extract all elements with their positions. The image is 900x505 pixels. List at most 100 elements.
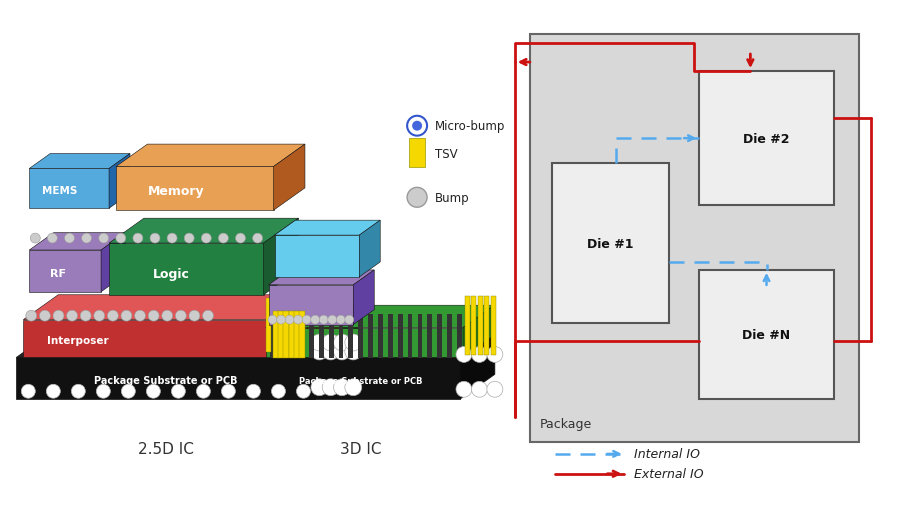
Bar — [358, 314, 363, 359]
Polygon shape — [266, 328, 463, 358]
Bar — [289, 311, 294, 359]
Circle shape — [247, 384, 260, 398]
Circle shape — [310, 334, 328, 351]
Bar — [437, 314, 442, 359]
Circle shape — [310, 379, 328, 396]
Text: MEMS: MEMS — [42, 186, 77, 196]
Polygon shape — [359, 221, 380, 277]
Circle shape — [296, 384, 310, 398]
Bar — [484, 296, 490, 356]
Bar — [273, 311, 278, 359]
Circle shape — [472, 347, 488, 363]
Bar — [294, 311, 300, 359]
Bar — [278, 311, 284, 359]
Bar — [408, 314, 412, 359]
Text: Package: Package — [540, 417, 592, 430]
Circle shape — [176, 311, 186, 322]
Circle shape — [162, 311, 173, 322]
Circle shape — [345, 379, 362, 396]
Circle shape — [322, 343, 339, 360]
Text: Interposer: Interposer — [48, 336, 109, 346]
Bar — [289, 314, 294, 359]
Circle shape — [40, 311, 50, 322]
Bar — [699, 270, 833, 399]
Bar — [319, 314, 324, 359]
Polygon shape — [23, 320, 308, 358]
Polygon shape — [109, 243, 264, 295]
Circle shape — [276, 316, 285, 324]
Circle shape — [133, 234, 143, 243]
Circle shape — [302, 316, 311, 324]
Circle shape — [22, 384, 35, 398]
Bar — [418, 314, 422, 359]
Circle shape — [150, 234, 160, 243]
Bar — [283, 298, 288, 353]
Polygon shape — [30, 250, 101, 292]
Bar — [378, 314, 382, 359]
Bar — [300, 311, 305, 359]
Circle shape — [456, 382, 472, 397]
Bar — [292, 298, 297, 353]
Circle shape — [407, 188, 428, 208]
Bar — [410, 138, 425, 168]
Circle shape — [456, 347, 472, 363]
Polygon shape — [460, 333, 495, 399]
Circle shape — [236, 234, 246, 243]
Circle shape — [107, 311, 118, 322]
Circle shape — [293, 316, 302, 324]
Polygon shape — [109, 219, 299, 243]
Polygon shape — [109, 154, 130, 209]
Polygon shape — [274, 236, 359, 277]
Bar — [398, 314, 402, 359]
Circle shape — [67, 311, 77, 322]
Circle shape — [184, 234, 194, 243]
Circle shape — [65, 234, 75, 243]
Bar — [428, 314, 432, 359]
Circle shape — [345, 316, 354, 324]
Circle shape — [337, 316, 346, 324]
Circle shape — [407, 117, 428, 136]
Circle shape — [320, 316, 328, 324]
Circle shape — [46, 384, 60, 398]
Polygon shape — [16, 358, 315, 399]
Text: TSV: TSV — [435, 148, 458, 161]
Polygon shape — [268, 270, 374, 285]
Circle shape — [189, 311, 200, 322]
Circle shape — [171, 384, 185, 398]
Circle shape — [148, 311, 159, 322]
Circle shape — [167, 234, 177, 243]
Text: 2.5D IC: 2.5D IC — [138, 441, 194, 457]
Text: Die #2: Die #2 — [743, 132, 790, 145]
Circle shape — [322, 334, 339, 351]
Circle shape — [310, 343, 328, 360]
Circle shape — [345, 343, 362, 360]
Circle shape — [80, 311, 91, 322]
Polygon shape — [463, 306, 494, 358]
Circle shape — [116, 234, 126, 243]
Circle shape — [196, 384, 211, 398]
Circle shape — [221, 384, 236, 398]
Circle shape — [253, 234, 263, 243]
Circle shape — [272, 384, 285, 398]
Circle shape — [219, 234, 229, 243]
Bar — [472, 296, 476, 356]
Polygon shape — [116, 167, 274, 211]
Polygon shape — [116, 145, 305, 167]
Text: Memory: Memory — [148, 185, 204, 197]
Polygon shape — [315, 325, 361, 399]
Polygon shape — [261, 333, 495, 358]
Bar — [299, 314, 304, 359]
Circle shape — [322, 379, 339, 396]
Circle shape — [285, 316, 294, 324]
Circle shape — [202, 311, 213, 322]
Polygon shape — [308, 295, 342, 358]
Bar — [270, 314, 274, 359]
Circle shape — [487, 347, 503, 363]
Circle shape — [71, 384, 86, 398]
Circle shape — [412, 122, 422, 131]
Circle shape — [99, 234, 109, 243]
Circle shape — [96, 384, 111, 398]
Circle shape — [82, 234, 92, 243]
Circle shape — [310, 316, 320, 324]
Circle shape — [122, 384, 135, 398]
